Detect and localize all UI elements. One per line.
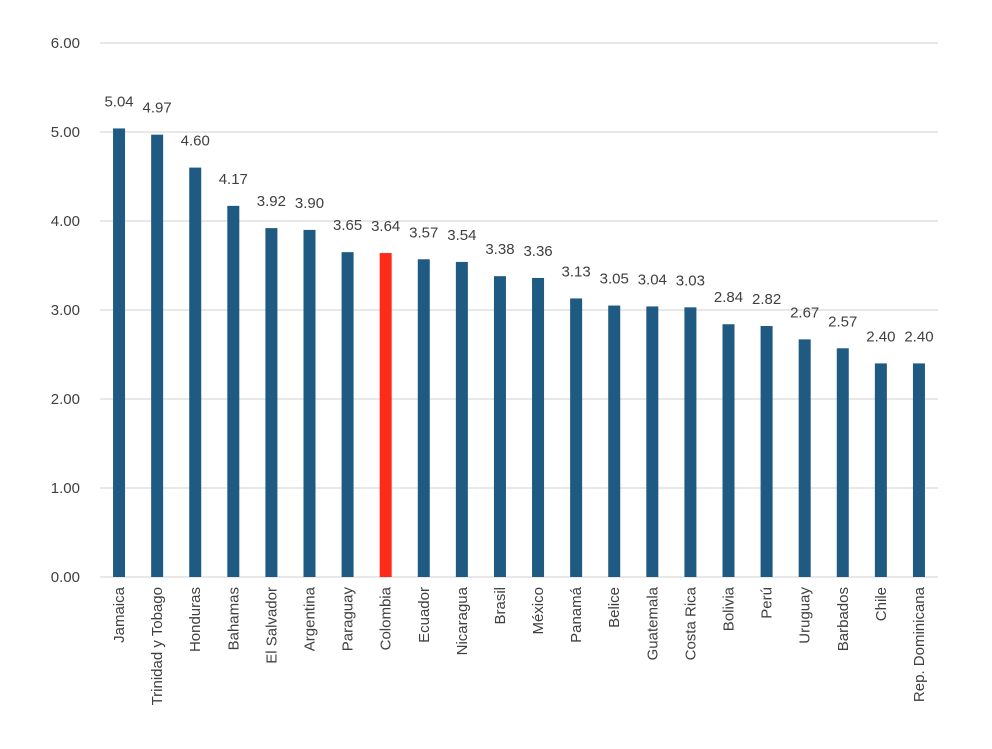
y-tick-label: 0.00 (51, 569, 80, 586)
x-category-label: Rep. Dominicana (911, 586, 928, 702)
data-label: 2.40 (904, 328, 933, 345)
x-category-label: Guatemala (644, 586, 661, 660)
data-label: 3.92 (257, 193, 286, 210)
data-label: 2.57 (828, 313, 857, 330)
bar-bolivia (722, 324, 735, 577)
x-category-label: Bahamas (225, 587, 242, 650)
bar-colombia (379, 253, 392, 578)
data-label: 3.04 (638, 271, 667, 288)
grid-lines (100, 42, 938, 578)
bars (113, 128, 925, 578)
data-label: 3.38 (485, 241, 514, 258)
x-category-label: Belice (606, 587, 623, 628)
data-label: 3.03 (676, 272, 705, 289)
x-category-label: Honduras (187, 587, 204, 652)
data-label: 2.40 (866, 328, 895, 345)
y-axis-tick-labels: 0.00 1.00 2.00 3.00 4.00 5.00 6.00 (51, 35, 80, 586)
data-label: 2.84 (714, 289, 743, 306)
x-category-label: Argentina (302, 586, 319, 651)
x-category-label: Trinidad y Tobago (149, 587, 166, 705)
x-category-label: Perú (759, 587, 776, 619)
data-label: 2.67 (790, 304, 819, 321)
bar-costa-rica (684, 307, 697, 577)
bar-nicaragua (455, 261, 468, 577)
data-label: 2.82 (752, 291, 781, 308)
x-category-label: México (530, 587, 547, 635)
bar-paraguay (341, 252, 354, 577)
data-label: 3.05 (600, 271, 629, 288)
x-category-label: Bolivia (721, 586, 738, 631)
data-labels: 5.04 4.97 4.60 4.17 3.92 3.90 3.65 3.64 3.57 3.54… (104, 93, 933, 345)
bar-barbados (836, 348, 849, 577)
data-label: 3.36 (523, 243, 552, 260)
x-category-label: Ecuador (416, 587, 433, 643)
bar-chile (874, 363, 887, 577)
data-label: 5.04 (104, 93, 133, 110)
bar-trinidad-y-tobago (151, 134, 164, 578)
data-label: 3.64 (371, 218, 400, 235)
data-label: 3.90 (295, 195, 324, 212)
x-category-label: Brasil (492, 587, 509, 625)
x-category-label: El Salvador (263, 587, 280, 664)
bar-belice (608, 305, 621, 577)
data-label: 4.17 (219, 171, 248, 188)
x-category-label: Paraguay (340, 587, 357, 652)
bar-uruguay (798, 339, 811, 577)
x-category-label: Panamá (568, 586, 585, 643)
data-label: 3.57 (409, 224, 438, 241)
bar-m-xico (532, 277, 545, 577)
bar-panam- (570, 298, 583, 577)
bar-ecuador (417, 259, 430, 577)
y-tick-label: 2.00 (51, 391, 80, 408)
bar-argentina (303, 229, 316, 577)
x-category-label: Costa Rica (682, 586, 699, 660)
data-label: 3.13 (562, 263, 591, 280)
bar-guatemala (646, 306, 659, 577)
x-axis-category-labels: Jamaica Trinidad y Tobago Honduras Bahamas E… (111, 586, 928, 705)
x-category-label: Colombia (378, 586, 395, 650)
data-label: 3.54 (447, 227, 476, 244)
x-category-label: Jamaica (111, 586, 128, 643)
x-category-label: Barbados (835, 587, 852, 651)
data-label: 4.97 (143, 100, 172, 117)
bar-bahamas (227, 205, 240, 577)
y-tick-label: 1.00 (51, 480, 80, 497)
bar-rep-dominicana (912, 363, 925, 577)
bar-per- (760, 326, 773, 577)
y-tick-label: 4.00 (51, 213, 80, 230)
x-category-label: Chile (873, 587, 890, 621)
x-category-label: Uruguay (797, 587, 814, 644)
data-label: 4.60 (181, 133, 210, 150)
data-label: 3.65 (333, 217, 362, 234)
y-tick-label: 3.00 (51, 302, 80, 319)
y-tick-label: 5.00 (51, 124, 80, 141)
y-tick-label: 6.00 (51, 35, 80, 52)
bar-el-salvador (265, 228, 278, 577)
bar-honduras (189, 167, 202, 577)
x-category-label: Nicaragua (454, 586, 471, 655)
bar-brasil (493, 276, 506, 577)
bar-jamaica (113, 128, 126, 577)
